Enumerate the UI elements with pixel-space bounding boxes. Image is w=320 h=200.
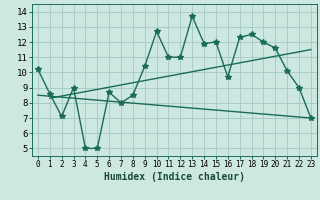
X-axis label: Humidex (Indice chaleur): Humidex (Indice chaleur) [104,172,245,182]
